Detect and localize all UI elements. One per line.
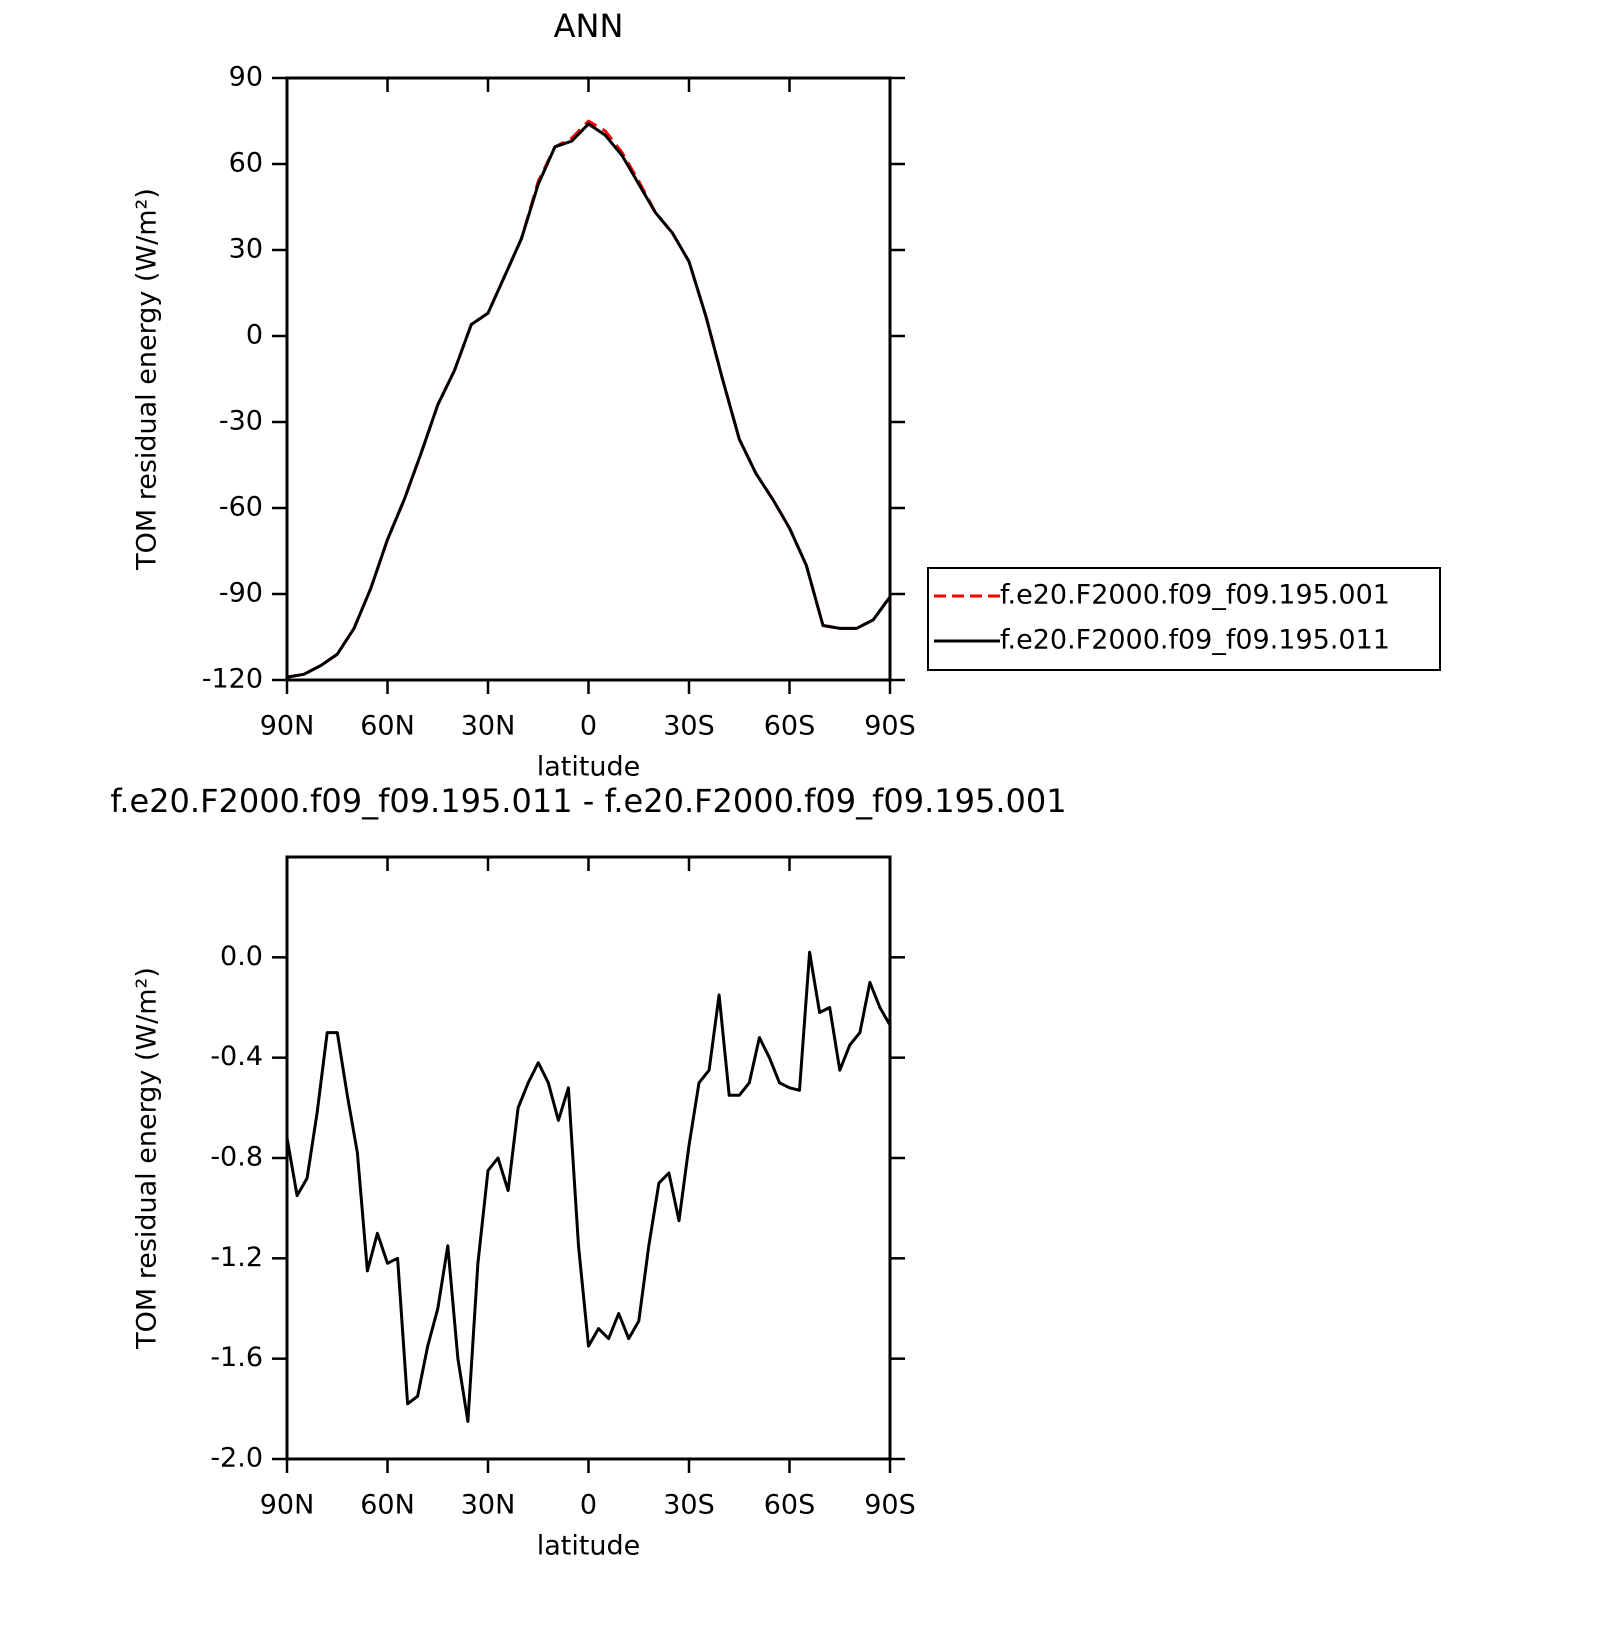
x-tick-label: 90N <box>260 1490 315 1521</box>
x-tick-label: 60S <box>764 1490 816 1521</box>
y-tick-label: 0 <box>246 320 263 351</box>
y-tick-label: 60 <box>229 148 263 179</box>
y-tick-label: 0.0 <box>220 941 263 972</box>
x-tick-label: 30N <box>461 1490 516 1521</box>
y-tick-label: -0.4 <box>210 1041 263 1072</box>
x-tick-label: 60S <box>764 711 816 742</box>
y-tick-label: -60 <box>219 492 263 523</box>
plot-frame <box>285 76 892 682</box>
plot-frame <box>285 855 892 1461</box>
x-tick-label: 60N <box>360 1490 415 1521</box>
y-tick-label: -90 <box>219 578 263 609</box>
x-tick-label: 90N <box>260 711 315 742</box>
legend-box <box>927 567 1441 671</box>
chart-title: ANN <box>554 7 624 45</box>
x-tick-label: 90S <box>864 711 916 742</box>
y-tick-label: -120 <box>202 664 263 695</box>
y-tick-label: -0.8 <box>210 1142 263 1173</box>
data-line <box>286 122 892 679</box>
x-tick-label: 30N <box>461 711 516 742</box>
y-tick-label: 90 <box>229 62 263 93</box>
x-tick-label: 0 <box>580 711 597 742</box>
y-tick-label: -2.0 <box>210 1443 263 1474</box>
x-tick-label: 30S <box>663 1490 715 1521</box>
legend-label: f.e20.F2000.f09_f09.195.001 <box>1000 580 1390 611</box>
y-tick-label: -30 <box>219 406 263 437</box>
x-axis-label: latitude <box>537 1531 641 1562</box>
y-tick-label: -1.2 <box>210 1242 263 1273</box>
data-line <box>286 119 892 679</box>
x-tick-label: 60N <box>360 711 415 742</box>
x-tick-label: 90S <box>864 1490 916 1521</box>
y-tick-label: -1.6 <box>210 1342 263 1373</box>
x-tick-label: 30S <box>663 711 715 742</box>
data-line <box>285 950 892 1423</box>
x-axis-label: latitude <box>537 752 641 783</box>
x-tick-label: 0 <box>580 1490 597 1521</box>
y-tick-label: 30 <box>229 234 263 265</box>
y-axis-label: TOM residual energy (W/m²) <box>132 188 163 571</box>
y-axis-label: TOM residual energy (W/m²) <box>132 967 163 1350</box>
legend-label: f.e20.F2000.f09_f09.195.011 <box>1000 625 1390 656</box>
chart-title: f.e20.F2000.f09_f09.195.011 - f.e20.F200… <box>110 782 1066 820</box>
